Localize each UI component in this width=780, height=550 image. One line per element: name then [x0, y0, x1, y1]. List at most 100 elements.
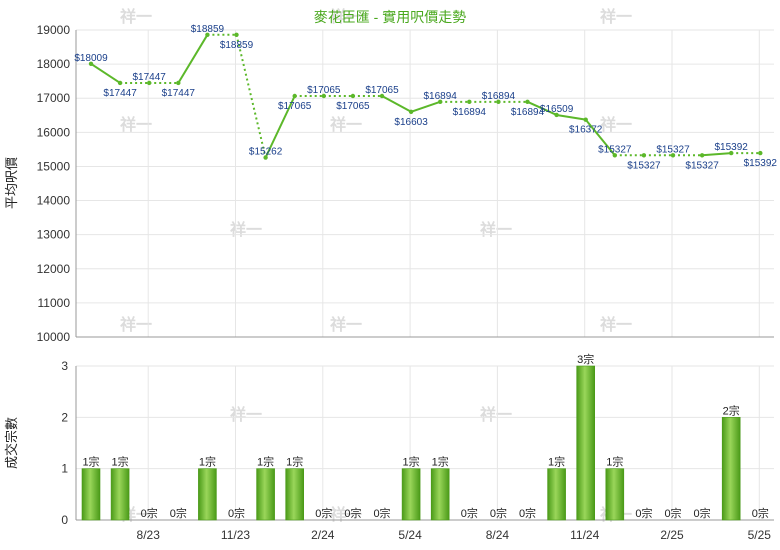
count-bar: [285, 468, 305, 521]
chart-title: 麥花臣匯 - 實用呎價走勢: [314, 9, 466, 25]
count-bar-label: 1宗: [403, 455, 420, 469]
watermark-text: 祥一: [230, 405, 262, 424]
price-point: [496, 99, 501, 105]
price-point-label: $15327: [598, 144, 632, 155]
price-line-segment: [410, 100, 441, 113]
count-bar: [547, 468, 566, 521]
price-point-label: $15392: [744, 158, 778, 169]
count-bar-label: 0宗: [752, 506, 769, 520]
price-point-label: $16894: [424, 91, 458, 102]
count-bar: [721, 417, 741, 521]
watermark-text: 祥一: [330, 7, 362, 26]
price-point: [234, 32, 239, 38]
price-point: [641, 153, 647, 158]
price-point-label: $18859: [191, 24, 225, 35]
price-line-segment: [381, 95, 412, 113]
count-bar-label: 0宗: [228, 506, 245, 520]
price-point-label: $15327: [627, 160, 661, 171]
count-ytick-label: 1: [61, 462, 68, 476]
count-bar-label: 1宗: [199, 455, 216, 469]
price-axis-title: 平均呎價: [4, 157, 19, 209]
price-line-segment: [90, 62, 121, 84]
price-ytick-label: 13000: [37, 228, 71, 242]
watermark-text: 祥一: [600, 7, 632, 26]
watermark-text: 祥一: [600, 315, 632, 334]
count-bar-label: 0宗: [664, 506, 681, 520]
x-tick-label: 2/25: [660, 528, 684, 542]
count-bar-label: 0宗: [519, 506, 536, 520]
count-bar-label: 0宗: [315, 506, 332, 520]
price-point: [554, 112, 559, 118]
price-point: [292, 93, 297, 99]
count-bar-label: 1宗: [112, 455, 129, 469]
count-bar: [605, 468, 625, 521]
price-ytick-label: 17000: [37, 91, 71, 105]
watermark-text: 祥一: [230, 220, 262, 239]
count-bar: [430, 468, 450, 521]
count-bar-label: 0宗: [141, 506, 158, 520]
count-bar-label: 1宗: [286, 455, 303, 469]
count-ytick-label: 0: [61, 513, 68, 527]
count-bar-label: 0宗: [461, 506, 478, 520]
price-ytick-label: 15000: [37, 159, 71, 173]
count-ytick-label: 3: [61, 359, 68, 373]
price-point: [117, 80, 123, 86]
count-bar-label: 1宗: [82, 455, 99, 469]
price-point-label: $17065: [278, 101, 312, 112]
watermark-text: 祥一: [120, 7, 152, 26]
price-point: [379, 93, 385, 99]
x-tick-label: 8/23: [137, 528, 161, 542]
price-point-label: $15262: [249, 147, 283, 158]
price-line-segment: [556, 113, 586, 121]
price-point-label: $18859: [220, 40, 254, 51]
count-bar-label: 1宗: [432, 455, 449, 469]
x-tick-label: 8/24: [486, 528, 510, 542]
price-point: [612, 153, 617, 158]
price-point: [729, 150, 734, 156]
price-ytick-label: 11000: [38, 296, 71, 310]
count-ytick-label: 2: [61, 410, 68, 424]
price-point-label: $15392: [715, 142, 749, 153]
price-ytick-label: 10000: [37, 330, 71, 344]
watermark-text: 祥一: [330, 115, 362, 134]
price-point: [438, 99, 443, 105]
price-point: [321, 93, 326, 99]
price-point-label: $16372: [569, 125, 603, 136]
watermark-text: 祥一: [480, 405, 512, 424]
price-point-label: $16603: [394, 117, 428, 128]
grid-lines: [147, 30, 760, 520]
price-line-segment: [177, 34, 209, 84]
transaction-bar-chart: 0 1 2 3 1宗 1宗 0宗 0宗 1宗 0宗 1宗 1宗 0宗 0宗 0宗 1宗 1宗 0宗 0宗 0宗 1宗 3宗…: [61, 352, 774, 542]
price-point-label: $17447: [162, 88, 196, 99]
price-ytick-label: 16000: [37, 125, 71, 139]
price-point: [525, 99, 530, 105]
x-tick-label: 11/24: [570, 528, 599, 542]
price-line-segment: [584, 119, 616, 156]
price-point: [263, 155, 268, 160]
count-bar-label: 0宗: [373, 506, 390, 520]
count-bar-label: 1宗: [548, 455, 565, 469]
price-line-chart: 10000 11000 12000 13000 14000 15000 16000 17000…: [37, 23, 778, 344]
price-point-label: $15327: [685, 160, 719, 171]
count-bar-label: 3宗: [577, 352, 594, 366]
count-bar-label: 1宗: [606, 455, 623, 469]
price-point-label: $15327: [656, 144, 690, 155]
price-point-label: $16894: [511, 107, 545, 118]
count-bar-label: 0宗: [635, 506, 652, 520]
price-point: [699, 153, 705, 158]
count-bar-label: 0宗: [694, 506, 711, 520]
price-point: [147, 80, 152, 86]
price-point-label: $16509: [540, 104, 574, 115]
x-tick-label: 5/25: [748, 528, 772, 542]
price-ytick-label: 18000: [37, 57, 71, 71]
price-ytick-label: 19000: [37, 23, 71, 37]
price-point-label: $17065: [365, 85, 399, 96]
price-point: [583, 117, 588, 122]
count-bar: [401, 468, 421, 521]
x-tick-label: 11/23: [221, 528, 250, 542]
price-point-label: $18009: [74, 53, 108, 64]
watermark-text: 祥一: [120, 315, 152, 334]
price-point-label: $16894: [482, 91, 516, 102]
count-bar: [198, 468, 217, 521]
